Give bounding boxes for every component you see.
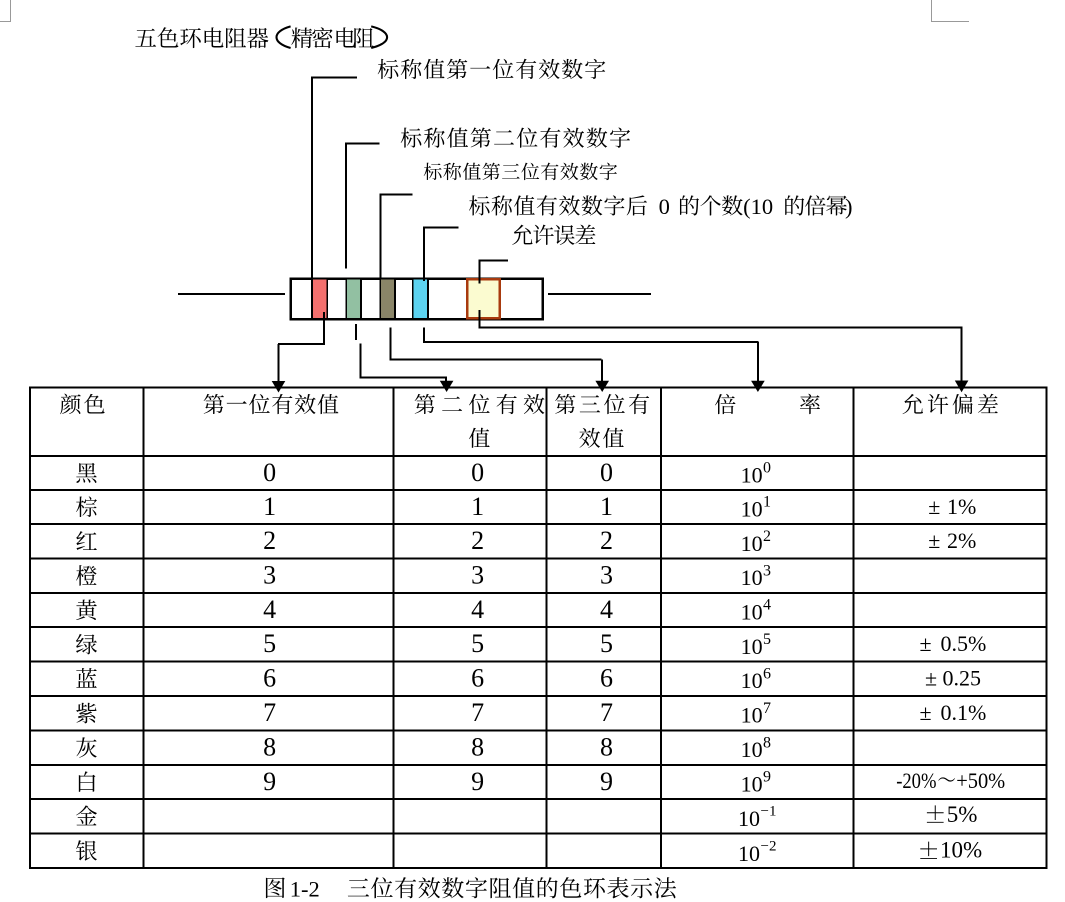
svg-text:3: 3	[763, 562, 771, 579]
svg-text:10: 10	[741, 668, 763, 693]
svg-text:1: 1	[763, 494, 771, 511]
svg-text:10: 10	[741, 462, 763, 487]
svg-text:8: 8	[263, 733, 276, 762]
svg-text:5: 5	[763, 631, 771, 648]
svg-text:0: 0	[263, 458, 276, 487]
svg-text:2: 2	[763, 528, 771, 545]
svg-text:3: 3	[263, 561, 276, 590]
svg-text:10: 10	[741, 703, 763, 728]
svg-text:5: 5	[263, 629, 276, 658]
svg-text:9: 9	[600, 767, 613, 796]
svg-text:4: 4	[263, 595, 276, 624]
svg-text:5%: 5%	[947, 802, 978, 827]
svg-text:±: ±	[920, 700, 932, 725]
svg-text:6: 6	[763, 665, 771, 682]
svg-text:6: 6	[600, 664, 613, 693]
svg-text:8: 8	[763, 734, 771, 751]
svg-text:4: 4	[600, 595, 613, 624]
svg-text:±: ±	[928, 528, 940, 553]
svg-text:1: 1	[471, 492, 484, 521]
svg-text:−1: −1	[761, 804, 777, 820]
svg-text:8: 8	[600, 733, 613, 762]
svg-text:0: 0	[659, 194, 670, 219]
svg-text:8: 8	[471, 733, 484, 762]
svg-text:5: 5	[471, 629, 484, 658]
svg-text:10: 10	[741, 634, 763, 659]
svg-text:3: 3	[600, 561, 613, 590]
svg-text:10: 10	[741, 771, 763, 796]
svg-text:0: 0	[471, 458, 484, 487]
svg-text:9: 9	[263, 767, 276, 796]
svg-text:10: 10	[738, 806, 760, 831]
svg-text:4: 4	[763, 597, 771, 614]
svg-text:0.1%: 0.1%	[941, 700, 987, 725]
svg-text:10: 10	[738, 841, 760, 866]
svg-text:2: 2	[263, 526, 276, 555]
svg-text:3: 3	[471, 561, 484, 590]
svg-text:±: ±	[920, 631, 932, 656]
svg-text:7: 7	[471, 698, 484, 727]
svg-text:10: 10	[741, 565, 763, 590]
svg-text:4: 4	[471, 595, 484, 624]
svg-text:(10: (10	[743, 194, 773, 219]
svg-text:2: 2	[471, 526, 484, 555]
svg-text:2%: 2%	[947, 528, 976, 553]
svg-text:1-2: 1-2	[290, 876, 320, 901]
svg-text:2: 2	[600, 526, 613, 555]
svg-text:7: 7	[600, 698, 613, 727]
svg-text:10: 10	[741, 496, 763, 521]
svg-text:9: 9	[763, 769, 771, 786]
svg-text:6: 6	[471, 664, 484, 693]
svg-text:0: 0	[600, 458, 613, 487]
svg-text:+50%: +50%	[956, 768, 1005, 793]
svg-text:±: ±	[925, 666, 937, 691]
svg-text:10%: 10%	[940, 837, 982, 862]
svg-text:1: 1	[263, 492, 276, 521]
svg-text:−2: −2	[761, 838, 777, 854]
svg-text:9: 9	[471, 767, 484, 796]
svg-text:0.5%: 0.5%	[941, 631, 987, 656]
svg-text:-20%: -20%	[896, 768, 936, 793]
svg-text:10: 10	[741, 737, 763, 762]
svg-text:): )	[845, 194, 853, 219]
svg-text:0.25: 0.25	[943, 666, 982, 691]
svg-text:1%: 1%	[947, 494, 976, 519]
svg-text:1: 1	[600, 492, 613, 521]
svg-text:±: ±	[928, 494, 940, 519]
svg-text:5: 5	[600, 629, 613, 658]
svg-text:6: 6	[263, 664, 276, 693]
svg-text:7: 7	[763, 700, 771, 717]
svg-text:10: 10	[741, 531, 763, 556]
svg-text:7: 7	[263, 698, 276, 727]
svg-text:0: 0	[763, 460, 771, 477]
svg-text:10: 10	[741, 599, 763, 624]
